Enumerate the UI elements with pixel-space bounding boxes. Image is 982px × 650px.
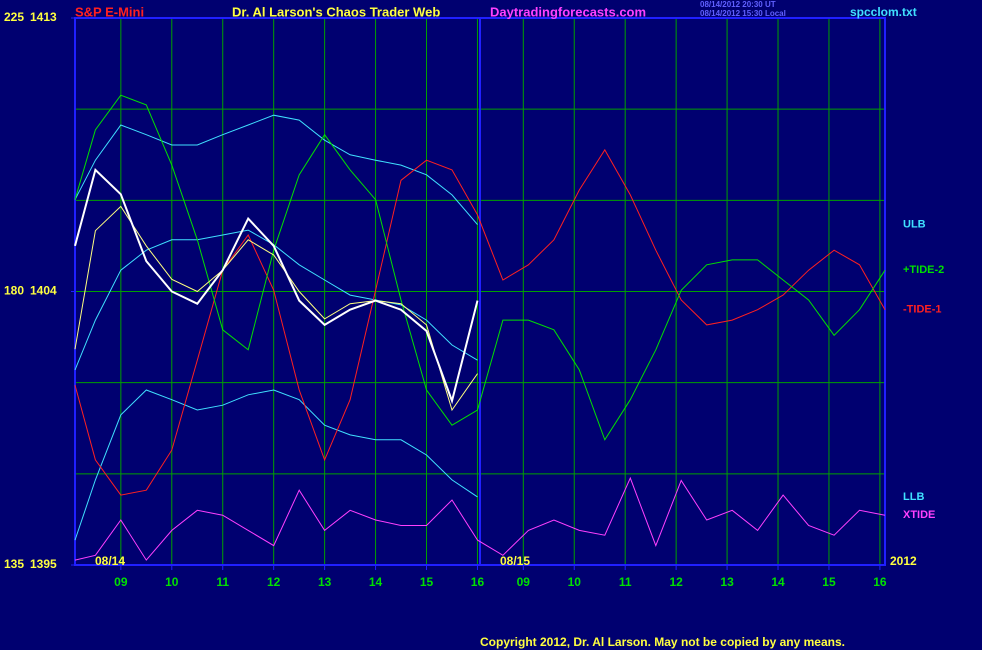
x-tick-label: 14 — [369, 575, 383, 589]
y2-tick-label: 1413 — [30, 10, 57, 24]
x-tick-label: 13 — [720, 575, 734, 589]
x-tick-label: 16 — [471, 575, 485, 589]
legend-label: LLB — [903, 491, 924, 503]
x-tick-label: 14 — [771, 575, 785, 589]
y-tick-label: 225 — [4, 10, 24, 24]
x-tick-label: 09 — [114, 575, 128, 589]
timestamp: 08/14/2012 15:30 Local — [700, 9, 786, 18]
x-tick-label: 12 — [267, 575, 281, 589]
y2-tick-label: 1404 — [30, 284, 57, 298]
x-tick-label: 12 — [669, 575, 683, 589]
x-tick-label: 10 — [165, 575, 179, 589]
x-tick-label: 13 — [318, 575, 332, 589]
series-line — [74, 94, 886, 441]
legend-label: -TIDE-1 — [903, 304, 942, 316]
y-tick-label: 135 — [4, 557, 24, 571]
y-tick-label: 180 — [4, 284, 24, 298]
x-tick-label: 10 — [568, 575, 582, 589]
legend-label: XTIDE — [903, 509, 935, 521]
x-tick-label: 09 — [517, 575, 531, 589]
series-line — [74, 148, 886, 496]
series-line — [74, 168, 479, 405]
x-tick-label: 16 — [873, 575, 887, 589]
legend-label: ULB — [903, 219, 926, 231]
chart-subtitle: Dr. Al Larson's Chaos Trader Web — [232, 4, 440, 19]
x-tick-label: 11 — [619, 575, 632, 589]
series-line — [74, 476, 886, 561]
copyright: Copyright 2012, Dr. Al Larson. May not b… — [480, 635, 845, 649]
series-line — [74, 205, 478, 412]
site-name: Daytradingforecasts.com — [490, 4, 646, 19]
series-line — [74, 389, 478, 541]
timestamp: 08/14/2012 20:30 UT — [700, 0, 776, 9]
date-label: 08/14 — [95, 554, 125, 568]
date-label: 08/15 — [500, 554, 530, 568]
chart-title: S&P E-Mini — [75, 4, 144, 19]
year-label: 2012 — [890, 554, 917, 568]
x-tick-label: 11 — [216, 575, 229, 589]
x-tick-label: 15 — [822, 575, 836, 589]
file-name: spcclom.txt — [850, 5, 917, 19]
series-line — [74, 114, 478, 225]
x-tick-label: 15 — [420, 575, 434, 589]
legend-label: +TIDE-2 — [903, 264, 944, 276]
y2-tick-label: 1395 — [30, 557, 57, 571]
